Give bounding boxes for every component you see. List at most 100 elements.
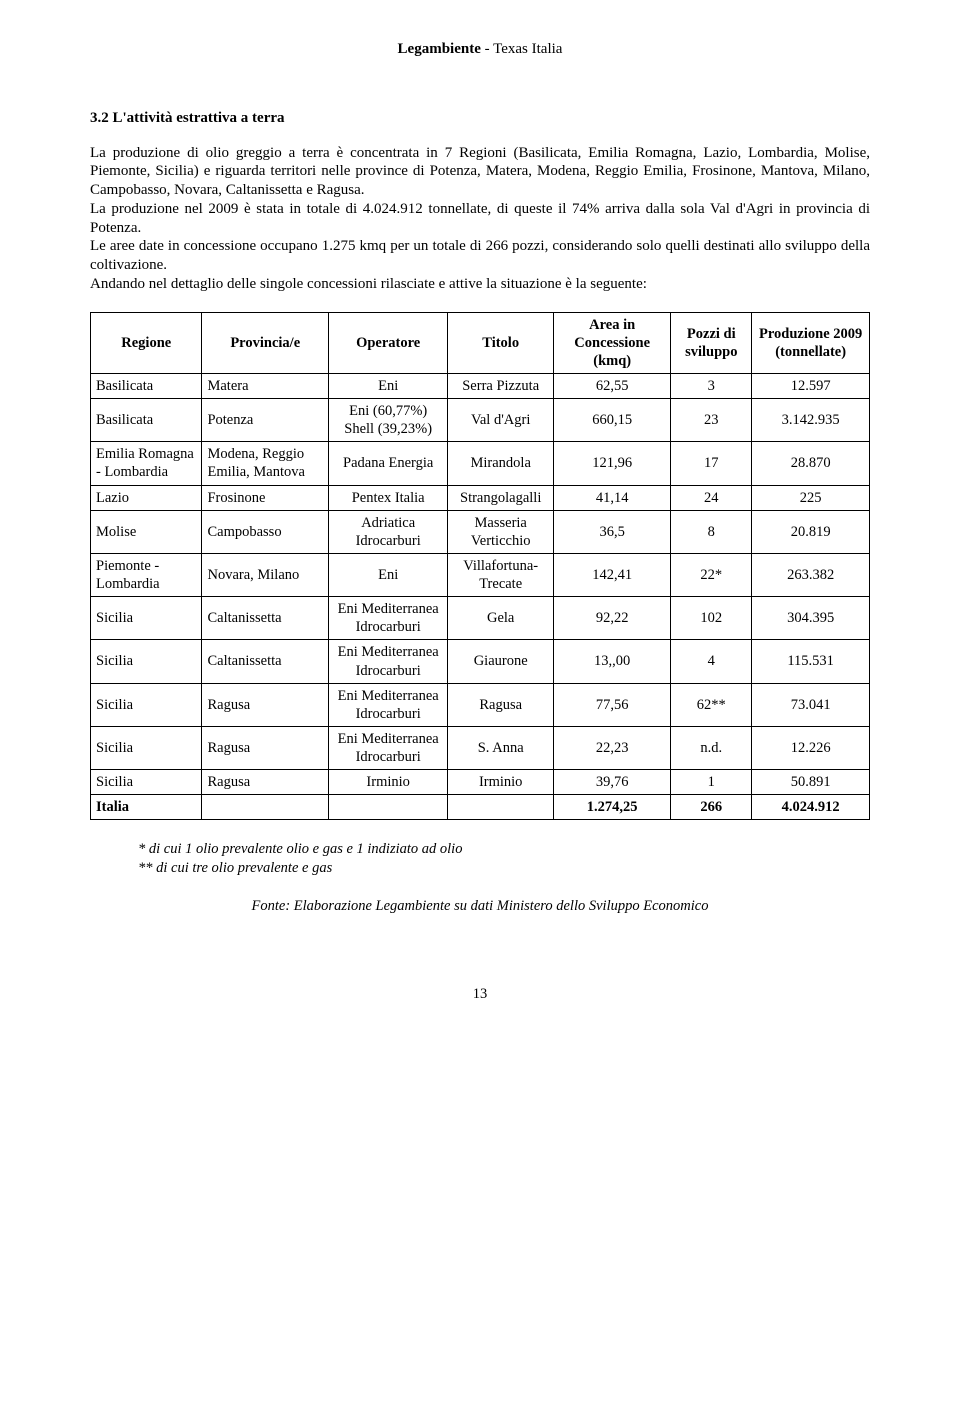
table-cell: Sicilia bbox=[91, 640, 202, 683]
col-area: Area in Concessione (kmq) bbox=[554, 312, 671, 373]
table-cell: Strangolagalli bbox=[448, 485, 554, 510]
table-cell: 13,,00 bbox=[554, 640, 671, 683]
table-cell: Novara, Milano bbox=[202, 553, 329, 596]
table-cell: Caltanissetta bbox=[202, 597, 329, 640]
table-cell: Irminio bbox=[448, 770, 554, 795]
table-cell: 28.870 bbox=[752, 442, 870, 485]
footnotes: * di cui 1 olio prevalente olio e gas e … bbox=[90, 840, 870, 876]
table-cell: 1 bbox=[671, 770, 752, 795]
col-regione: Regione bbox=[91, 312, 202, 373]
table-cell: Eni Mediterranea Idrocarburi bbox=[329, 597, 448, 640]
table-cell: 92,22 bbox=[554, 597, 671, 640]
table-cell: Frosinone bbox=[202, 485, 329, 510]
table-cell: 304.395 bbox=[752, 597, 870, 640]
table-row: Piemonte - LombardiaNovara, MilanoEniVil… bbox=[91, 553, 870, 596]
table-cell: 17 bbox=[671, 442, 752, 485]
table-cell: 115.531 bbox=[752, 640, 870, 683]
table-cell: Basilicata bbox=[91, 399, 202, 442]
table-cell: Villafortuna- Trecate bbox=[448, 553, 554, 596]
col-provincia: Provincia/e bbox=[202, 312, 329, 373]
table-cell: Eni Mediterranea Idrocarburi bbox=[329, 640, 448, 683]
table-cell: 4 bbox=[671, 640, 752, 683]
table-cell: Matera bbox=[202, 373, 329, 398]
table-cell: Caltanissetta bbox=[202, 640, 329, 683]
table-cell: Ragusa bbox=[202, 726, 329, 769]
col-produzione: Produzione 2009 (tonnellate) bbox=[752, 312, 870, 373]
table-cell: 22,23 bbox=[554, 726, 671, 769]
table-cell: Sicilia bbox=[91, 597, 202, 640]
table-cell: Gela bbox=[448, 597, 554, 640]
page-header: Legambiente - Texas Italia bbox=[90, 40, 870, 59]
table-cell: Eni bbox=[329, 553, 448, 596]
table-cell: 3.142.935 bbox=[752, 399, 870, 442]
header-bold: Legambiente bbox=[398, 41, 481, 57]
table-cell: Padana Energia bbox=[329, 442, 448, 485]
table-cell: 77,56 bbox=[554, 683, 671, 726]
table-cell: 102 bbox=[671, 597, 752, 640]
table-cell: 8 bbox=[671, 510, 752, 553]
table-cell: Emilia Romagna - Lombardia bbox=[91, 442, 202, 485]
table-cell: 73.041 bbox=[752, 683, 870, 726]
table-cell: Sicilia bbox=[91, 770, 202, 795]
table-cell: 121,96 bbox=[554, 442, 671, 485]
footnote-2: ** di cui tre olio prevalente e gas bbox=[138, 859, 870, 877]
table-cell: 4.024.912 bbox=[752, 795, 870, 820]
table-cell: 62,55 bbox=[554, 373, 671, 398]
table-cell: Mirandola bbox=[448, 442, 554, 485]
header-rest: - Texas Italia bbox=[481, 41, 563, 57]
table-cell: 50.891 bbox=[752, 770, 870, 795]
table-cell: Pentex Italia bbox=[329, 485, 448, 510]
table-row: SiciliaRagusaIrminioIrminio39,76150.891 bbox=[91, 770, 870, 795]
table-row: SiciliaCaltanissettaEni Mediterranea Idr… bbox=[91, 640, 870, 683]
table-cell: 225 bbox=[752, 485, 870, 510]
table-cell: Adriatica Idrocarburi bbox=[329, 510, 448, 553]
table-row: Emilia Romagna - LombardiaModena, Reggio… bbox=[91, 442, 870, 485]
table-cell: Val d'Agri bbox=[448, 399, 554, 442]
table-cell: Giaurone bbox=[448, 640, 554, 683]
table-row: BasilicataMateraEniSerra Pizzuta62,55312… bbox=[91, 373, 870, 398]
table-cell bbox=[202, 795, 329, 820]
table-row: SiciliaRagusaEni Mediterranea Idrocarbur… bbox=[91, 683, 870, 726]
table-row: SiciliaCaltanissettaEni Mediterranea Idr… bbox=[91, 597, 870, 640]
body-paragraph: La produzione di olio greggio a terra è … bbox=[90, 144, 870, 294]
footnote-1: * di cui 1 olio prevalente olio e gas e … bbox=[138, 840, 870, 858]
table-cell: Ragusa bbox=[202, 683, 329, 726]
table-row: BasilicataPotenzaEni (60,77%) Shell (39,… bbox=[91, 399, 870, 442]
table-cell: Ragusa bbox=[202, 770, 329, 795]
table-cell: Masseria Verticchio bbox=[448, 510, 554, 553]
table-total-row: Italia1.274,252664.024.912 bbox=[91, 795, 870, 820]
table-cell: 22* bbox=[671, 553, 752, 596]
table-row: MoliseCampobassoAdriatica IdrocarburiMas… bbox=[91, 510, 870, 553]
table-cell: Sicilia bbox=[91, 683, 202, 726]
col-titolo: Titolo bbox=[448, 312, 554, 373]
table-row: LazioFrosinonePentex ItaliaStrangolagall… bbox=[91, 485, 870, 510]
table-cell: 62** bbox=[671, 683, 752, 726]
table-cell: 660,15 bbox=[554, 399, 671, 442]
table-cell: Eni bbox=[329, 373, 448, 398]
table-cell: 23 bbox=[671, 399, 752, 442]
table-cell bbox=[329, 795, 448, 820]
table-header-row: Regione Provincia/e Operatore Titolo Are… bbox=[91, 312, 870, 373]
table-row: SiciliaRagusaEni Mediterranea Idrocarbur… bbox=[91, 726, 870, 769]
table-cell: 266 bbox=[671, 795, 752, 820]
table-cell: Piemonte - Lombardia bbox=[91, 553, 202, 596]
table-cell: 263.382 bbox=[752, 553, 870, 596]
table-cell: Ragusa bbox=[448, 683, 554, 726]
table-cell: 36,5 bbox=[554, 510, 671, 553]
table-cell: n.d. bbox=[671, 726, 752, 769]
table-cell: Irminio bbox=[329, 770, 448, 795]
section-title: 3.2 L'attività estrattiva a terra bbox=[90, 109, 870, 128]
table-cell: Modena, Reggio Emilia, Mantova bbox=[202, 442, 329, 485]
table-cell: 12.597 bbox=[752, 373, 870, 398]
table-cell: Sicilia bbox=[91, 726, 202, 769]
concessions-table: Regione Provincia/e Operatore Titolo Are… bbox=[90, 312, 870, 821]
table-cell: Potenza bbox=[202, 399, 329, 442]
table-cell: Molise bbox=[91, 510, 202, 553]
table-cell: Basilicata bbox=[91, 373, 202, 398]
table-cell bbox=[448, 795, 554, 820]
table-cell: Eni Mediterranea Idrocarburi bbox=[329, 683, 448, 726]
source-line: Fonte: Elaborazione Legambiente su dati … bbox=[90, 897, 870, 915]
total-label: Italia bbox=[91, 795, 202, 820]
table-cell: 20.819 bbox=[752, 510, 870, 553]
col-operatore: Operatore bbox=[329, 312, 448, 373]
